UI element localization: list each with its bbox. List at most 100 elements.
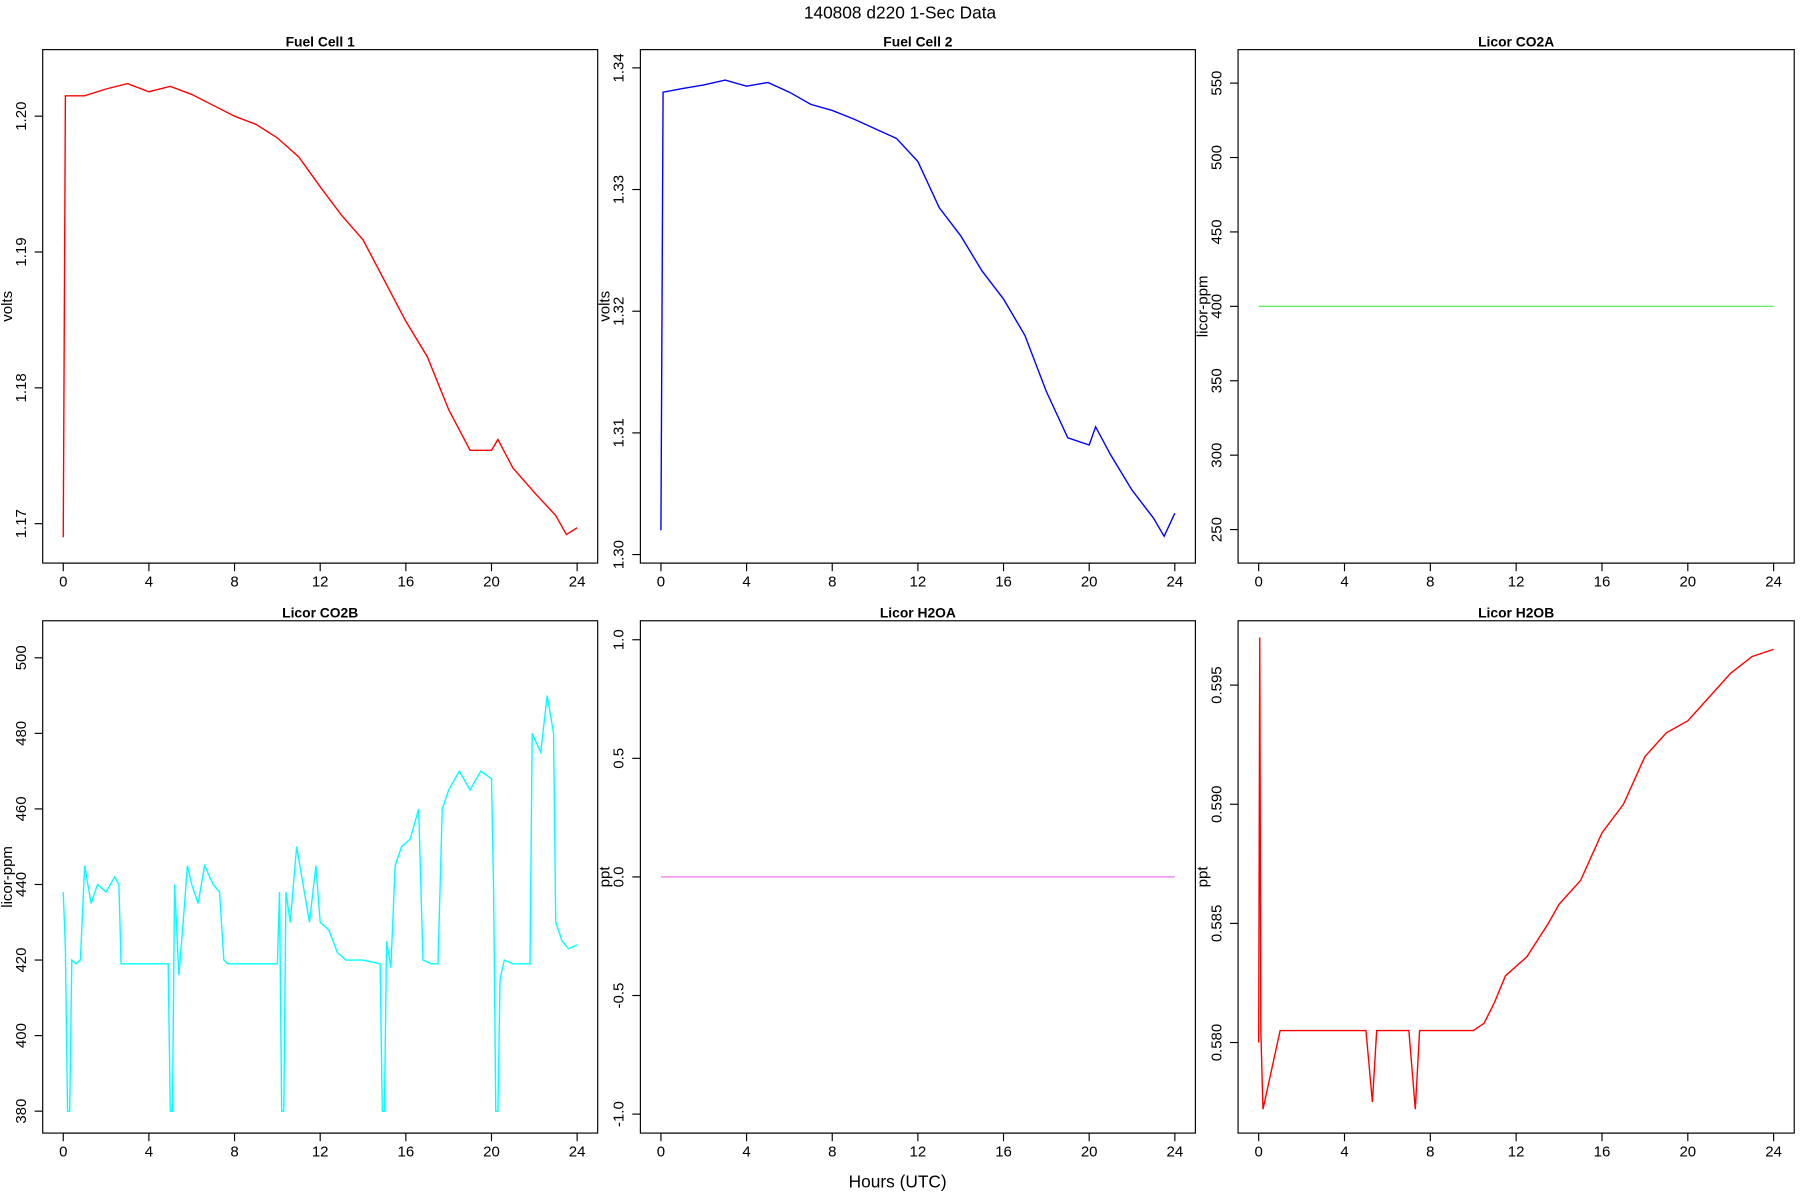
x-tick-label: 16 [1594, 574, 1611, 591]
x-tick-label: 4 [742, 1144, 750, 1161]
x-tick-label: 0 [59, 574, 67, 591]
x-tick-label: 0 [657, 1144, 665, 1161]
panel: Licor CO2B 0 4 8 12 16 20 24 380 400 420 440 460 480 5… [0, 605, 599, 1161]
y-axis-label: volts [597, 291, 614, 322]
x-tick-label: 0 [59, 1144, 67, 1161]
x-tick-label: 0 [1255, 574, 1263, 591]
y-tick-label: 500 [1208, 145, 1225, 170]
panel-title: Fuel Cell 1 [286, 33, 355, 49]
y-tick-label: 1.30 [611, 540, 628, 569]
y-tick-label: -1.0 [611, 1101, 628, 1127]
y-tick-label: 0.585 [1208, 905, 1225, 943]
panel-title: Licor CO2B [282, 605, 358, 621]
y-axis-label: licor-ppm [1194, 276, 1211, 338]
x-tick-label: 12 [910, 1144, 927, 1161]
y-tick-label: 1.0 [611, 629, 628, 650]
x-tick-label: 24 [1765, 1144, 1782, 1161]
x-tick-label: 8 [1426, 1144, 1434, 1161]
y-tick-label: 1.33 [611, 175, 628, 204]
x-tick-label: 16 [1594, 1144, 1611, 1161]
x-axis-label: Hours (UTC) [849, 1171, 947, 1191]
panel: Fuel Cell 2 0 4 8 12 16 20 24 1.30 1.31 1.32 1.33 1.… [597, 33, 1196, 591]
x-tick-label: 16 [397, 1144, 414, 1161]
y-tick-label: 0.0 [611, 866, 628, 887]
data-line [1257, 637, 1774, 1110]
x-tick-label: 12 [910, 574, 927, 591]
y-tick-label: 440 [13, 872, 30, 897]
y-tick-label: 1.20 [13, 102, 30, 131]
x-tick-label: 20 [1679, 1144, 1696, 1161]
data-line [62, 695, 578, 1112]
x-tick-label: 20 [483, 1144, 500, 1161]
y-tick-label: 0.595 [1208, 666, 1225, 704]
x-tick-label: 8 [230, 1144, 238, 1161]
panel-title: Licor H2OA [880, 605, 956, 621]
x-tick-label: 12 [1508, 574, 1525, 591]
x-tick-label: 20 [1081, 574, 1098, 591]
panel-title: Licor H2OB [1478, 605, 1554, 621]
x-tick-label: 20 [1081, 1144, 1098, 1161]
y-tick-label: 0.5 [611, 748, 628, 769]
y-axis-label: ppt [597, 866, 614, 888]
x-tick-label: 12 [312, 1144, 329, 1161]
x-tick-label: 4 [145, 1144, 153, 1161]
y-tick-label: 380 [13, 1099, 30, 1124]
x-tick-label: 20 [483, 574, 500, 591]
y-tick-label: 350 [1208, 368, 1225, 393]
x-tick-label: 4 [1340, 574, 1348, 591]
y-tick-label: 550 [1208, 71, 1225, 96]
y-tick-label: 0.580 [1208, 1024, 1225, 1062]
y-tick-label: 1.19 [13, 237, 30, 266]
x-tick-label: 16 [995, 1144, 1012, 1161]
y-tick-label: 1.31 [611, 418, 628, 447]
panel-title: Licor CO2A [1478, 33, 1554, 49]
y-tick-label: 1.18 [13, 373, 30, 402]
y-tick-label: 500 [13, 645, 30, 670]
x-tick-label: 8 [828, 1144, 836, 1161]
plot-area [62, 82, 578, 538]
x-tick-label: 0 [1255, 1144, 1263, 1161]
y-tick-label: 1.17 [13, 509, 30, 538]
x-tick-label: 8 [1426, 574, 1434, 591]
x-tick-label: 12 [1508, 1144, 1525, 1161]
y-tick-label: 460 [13, 796, 30, 821]
panel-title: Fuel Cell 2 [883, 33, 952, 49]
x-tick-label: 4 [1340, 1144, 1348, 1161]
x-tick-label: 24 [569, 1144, 586, 1161]
y-axis-label: volts [0, 291, 16, 322]
y-tick-label: 1.34 [611, 53, 628, 82]
y-axis-label: licor-ppm [0, 846, 16, 908]
x-tick-label: 20 [1679, 574, 1696, 591]
panel: Licor H2OB 0 4 8 12 16 20 24 0.580 0.585 0.590 0.59… [1194, 605, 1795, 1161]
x-tick-label: 12 [312, 574, 329, 591]
y-tick-label: 480 [13, 721, 30, 746]
y-tick-label: 0.590 [1208, 785, 1225, 823]
data-line [62, 82, 578, 538]
x-tick-label: 8 [828, 574, 836, 591]
figure-title: 140808 d220 1-Sec Data [804, 2, 997, 22]
x-tick-label: 4 [742, 574, 750, 591]
x-tick-label: 0 [657, 574, 665, 591]
y-tick-label: 450 [1208, 219, 1225, 244]
y-axis-label: ppt [1194, 866, 1211, 888]
x-tick-label: 4 [145, 574, 153, 591]
plot-area [62, 695, 578, 1112]
y-tick-label: 400 [1208, 294, 1225, 319]
x-tick-label: 8 [230, 574, 238, 591]
x-tick-label: 16 [397, 574, 414, 591]
y-tick-label: 250 [1208, 517, 1225, 542]
x-tick-label: 24 [1166, 574, 1183, 591]
x-tick-label: 24 [1765, 574, 1782, 591]
panel: Fuel Cell 1 0 4 8 12 16 20 24 1.17 1.18 1.19 1.20 vo… [0, 33, 599, 591]
x-tick-label: 24 [569, 574, 586, 591]
plot-area [1257, 637, 1774, 1110]
panel: Licor H2OA 0 4 8 12 16 20 24 -1.0 -0.5 0.0 0.5 1.0 pp… [597, 605, 1196, 1161]
data-line [660, 79, 1176, 538]
y-tick-label: 400 [13, 1023, 30, 1048]
y-tick-label: -0.5 [611, 983, 628, 1009]
y-tick-label: 300 [1208, 443, 1225, 468]
panel: Licor CO2A 0 4 8 12 16 20 24 250 300 350 400 450 500 5… [1194, 33, 1795, 591]
